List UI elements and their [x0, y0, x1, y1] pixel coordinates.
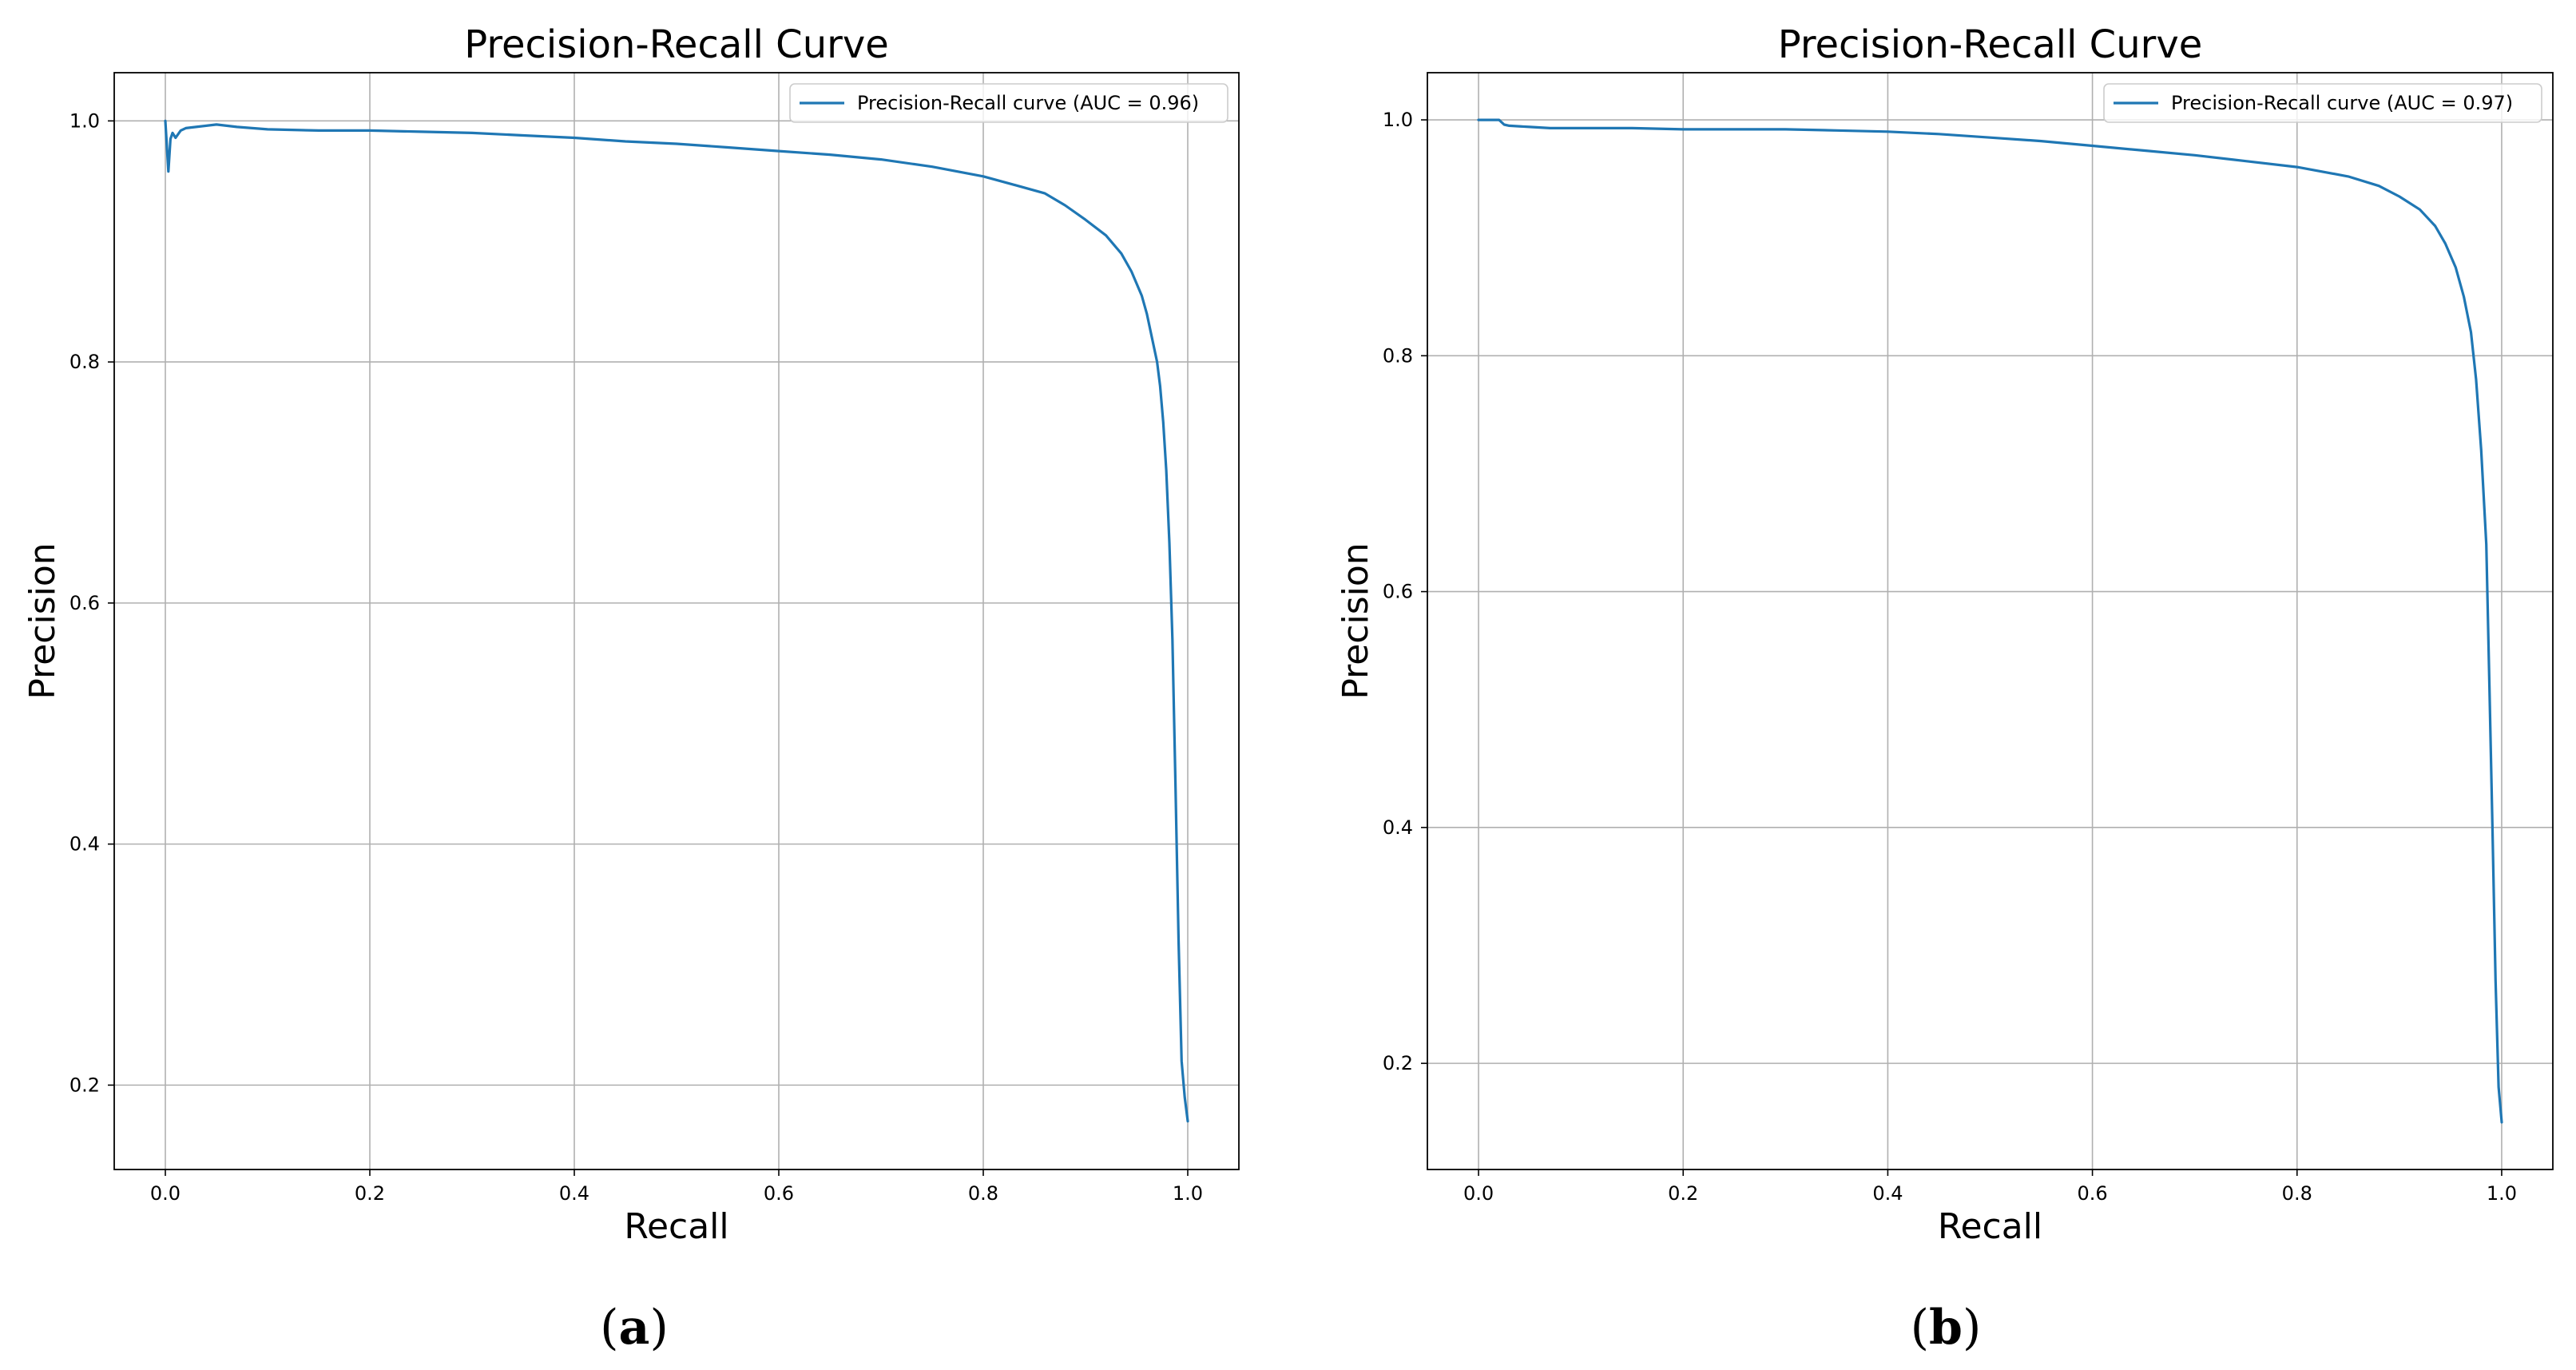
- legend: Precision-Recall curve (AUC = 0.97): [2103, 83, 2542, 123]
- chart-panel-b: 0.0 0.2 0.4 0.6 0.8 1.0 0.2 0.4 0.6 0.8 1.0 Precisi…: [1336, 22, 2554, 1247]
- legend: Precision-Recall curve (AUC = 0.96): [789, 83, 1228, 123]
- caption-close-paren: ): [649, 1300, 668, 1356]
- series-line: [164, 119, 1189, 1123]
- x-tick-label: 0.4: [559, 1182, 589, 1205]
- caption-letter: b: [1929, 1300, 1963, 1356]
- caption-letter: a: [619, 1300, 650, 1356]
- caption-open-paren: (: [600, 1300, 618, 1356]
- legend-entry: Precision-Recall curve (AUC = 0.96): [857, 92, 1199, 114]
- axes-frame: [1427, 72, 2554, 1170]
- y-tick-label: 1.0: [1383, 109, 1413, 131]
- y-tick-label: 0.4: [1383, 816, 1413, 839]
- x-tick-label: 1.0: [2487, 1182, 2517, 1205]
- x-tick-label: 0.0: [1463, 1182, 1494, 1205]
- subfigure-caption: (a): [600, 1300, 669, 1356]
- legend-entry: Precision-Recall curve (AUC = 0.97): [2171, 92, 2513, 114]
- legend-box: [789, 83, 1228, 123]
- y-tick-label: 0.8: [1383, 344, 1413, 367]
- y-tick-label: 0.2: [1383, 1052, 1413, 1074]
- y-axis-label: Precision: [22, 542, 63, 699]
- x-tick-label: 0.6: [764, 1182, 794, 1205]
- x-axis-label: Recall: [1938, 1206, 2042, 1247]
- subfigure-caption: (b): [1911, 1300, 1982, 1356]
- x-tick-label: 0.2: [355, 1182, 385, 1205]
- chart-title: Precision-Recall Curve: [1778, 22, 2203, 67]
- y-tick-label: 1.0: [69, 109, 100, 132]
- y-tick-label: 0.6: [1383, 581, 1413, 603]
- caption-close-paren: ): [1963, 1300, 1981, 1356]
- series-line: [1477, 118, 2503, 1124]
- x-tick-label: 0.2: [1668, 1182, 1698, 1205]
- axes-frame: [113, 72, 1240, 1170]
- x-axis-label: Recall: [624, 1206, 728, 1247]
- y-axis-label: Precision: [1336, 542, 1376, 699]
- x-tick-label: 0.0: [150, 1182, 181, 1205]
- x-tick-label: 0.8: [2282, 1182, 2312, 1205]
- y-tick-label: 0.4: [69, 833, 100, 856]
- grid: [114, 73, 1239, 1169]
- chart-panel-a: 0.0 0.2 0.4 0.6 0.8 1.0 0.2 0.4 0.6 0.8 1.0 Precisi…: [22, 22, 1240, 1247]
- y-tick-label: 0.8: [69, 351, 100, 373]
- y-tick-label: 0.2: [69, 1074, 100, 1096]
- y-tick-label: 0.6: [69, 592, 100, 614]
- x-tick-label: 0.4: [1872, 1182, 1903, 1205]
- legend-box: [2103, 83, 2542, 123]
- chart-title: Precision-Recall Curve: [464, 22, 889, 67]
- x-tick-label: 0.6: [2078, 1182, 2108, 1205]
- x-tick-label: 1.0: [1173, 1182, 1203, 1205]
- caption-open-paren: (: [1911, 1300, 1929, 1356]
- x-tick-label: 0.8: [968, 1182, 998, 1205]
